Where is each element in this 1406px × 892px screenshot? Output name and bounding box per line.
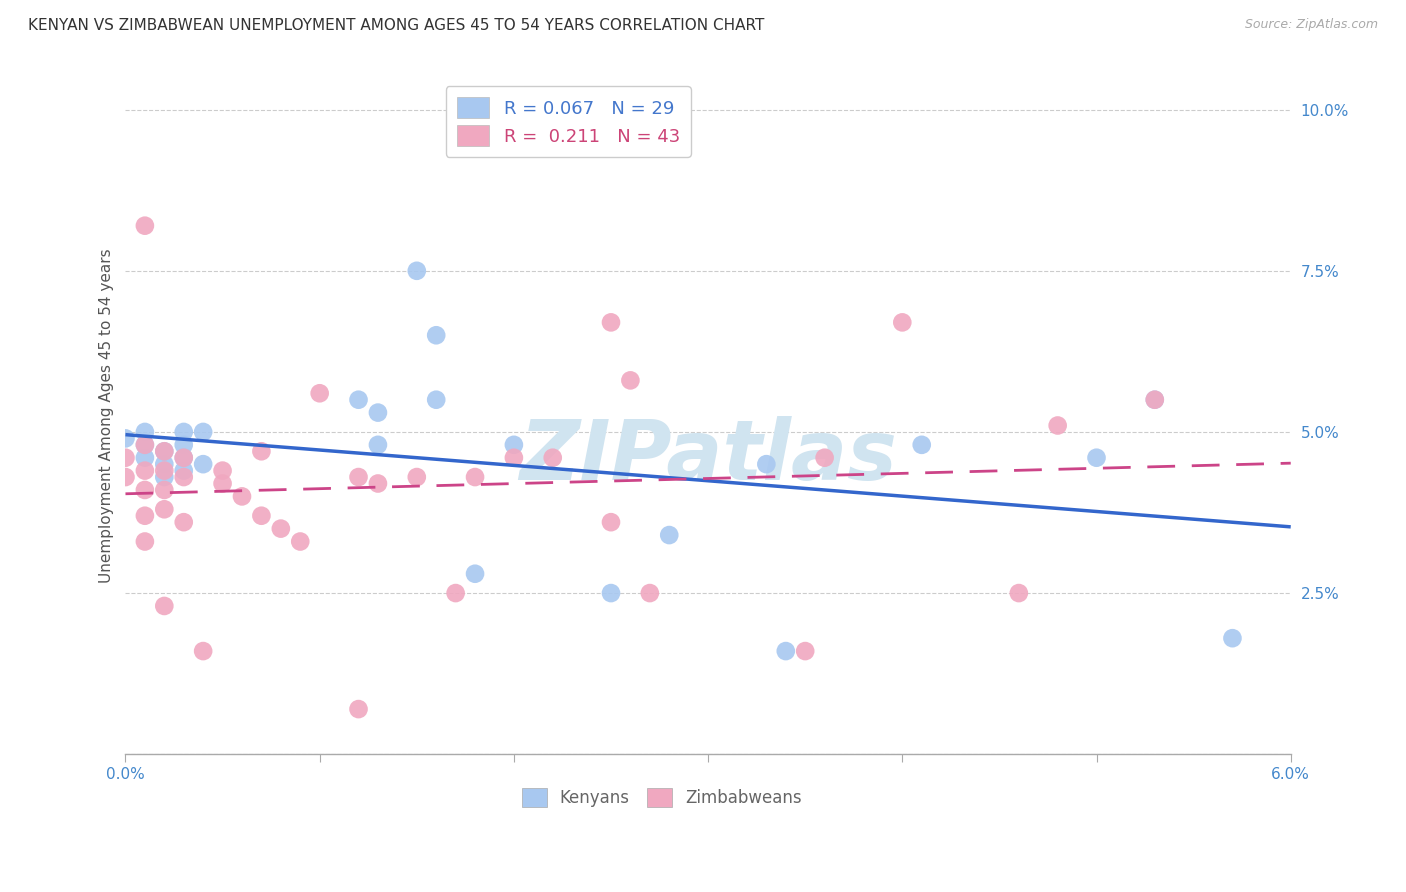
Point — [347, 702, 370, 716]
Point — [211, 476, 233, 491]
Point — [134, 508, 156, 523]
Point — [134, 438, 156, 452]
Point — [638, 586, 661, 600]
Point — [911, 438, 934, 452]
Point — [425, 328, 447, 343]
Point — [405, 470, 427, 484]
Point — [425, 392, 447, 407]
Point — [600, 315, 623, 329]
Point — [347, 392, 370, 407]
Point — [1046, 418, 1069, 433]
Point — [891, 315, 914, 329]
Point — [231, 489, 253, 503]
Point — [250, 508, 273, 523]
Point — [270, 522, 292, 536]
Point — [153, 444, 176, 458]
Point — [114, 450, 136, 465]
Point — [173, 425, 195, 439]
Point — [367, 438, 389, 452]
Point — [134, 425, 156, 439]
Point — [250, 444, 273, 458]
Point — [1143, 392, 1166, 407]
Point — [191, 644, 214, 658]
Point — [134, 438, 156, 452]
Point — [134, 534, 156, 549]
Point — [191, 457, 214, 471]
Point — [173, 470, 195, 484]
Point — [173, 450, 195, 465]
Point — [134, 464, 156, 478]
Point — [464, 566, 486, 581]
Point — [600, 515, 623, 529]
Point — [1008, 586, 1031, 600]
Point — [191, 425, 214, 439]
Point — [173, 450, 195, 465]
Point — [775, 644, 797, 658]
Text: KENYAN VS ZIMBABWEAN UNEMPLOYMENT AMONG AGES 45 TO 54 YEARS CORRELATION CHART: KENYAN VS ZIMBABWEAN UNEMPLOYMENT AMONG … — [28, 18, 765, 33]
Point — [114, 470, 136, 484]
Point — [134, 219, 156, 233]
Point — [444, 586, 467, 600]
Point — [619, 373, 641, 387]
Point — [502, 450, 524, 465]
Point — [173, 438, 195, 452]
Point — [814, 450, 837, 465]
Point — [290, 534, 312, 549]
Legend: Kenyans, Zimbabweans: Kenyans, Zimbabweans — [515, 781, 808, 814]
Point — [211, 464, 233, 478]
Point — [153, 599, 176, 613]
Point — [1143, 392, 1166, 407]
Point — [367, 406, 389, 420]
Point — [153, 464, 176, 478]
Point — [600, 586, 623, 600]
Y-axis label: Unemployment Among Ages 45 to 54 years: Unemployment Among Ages 45 to 54 years — [100, 249, 114, 583]
Point — [308, 386, 330, 401]
Point — [134, 483, 156, 497]
Point — [1222, 631, 1244, 645]
Point — [153, 444, 176, 458]
Point — [1085, 450, 1108, 465]
Point — [134, 450, 156, 465]
Point — [405, 264, 427, 278]
Text: ZIPatlas: ZIPatlas — [519, 416, 897, 497]
Point — [153, 457, 176, 471]
Point — [367, 476, 389, 491]
Point — [541, 450, 564, 465]
Text: Source: ZipAtlas.com: Source: ZipAtlas.com — [1244, 18, 1378, 31]
Point — [347, 470, 370, 484]
Point — [153, 502, 176, 516]
Point — [502, 438, 524, 452]
Point — [153, 470, 176, 484]
Point — [755, 457, 778, 471]
Point — [173, 515, 195, 529]
Point — [173, 464, 195, 478]
Point — [464, 470, 486, 484]
Point — [658, 528, 681, 542]
Point — [794, 644, 817, 658]
Point — [153, 483, 176, 497]
Point — [114, 431, 136, 445]
